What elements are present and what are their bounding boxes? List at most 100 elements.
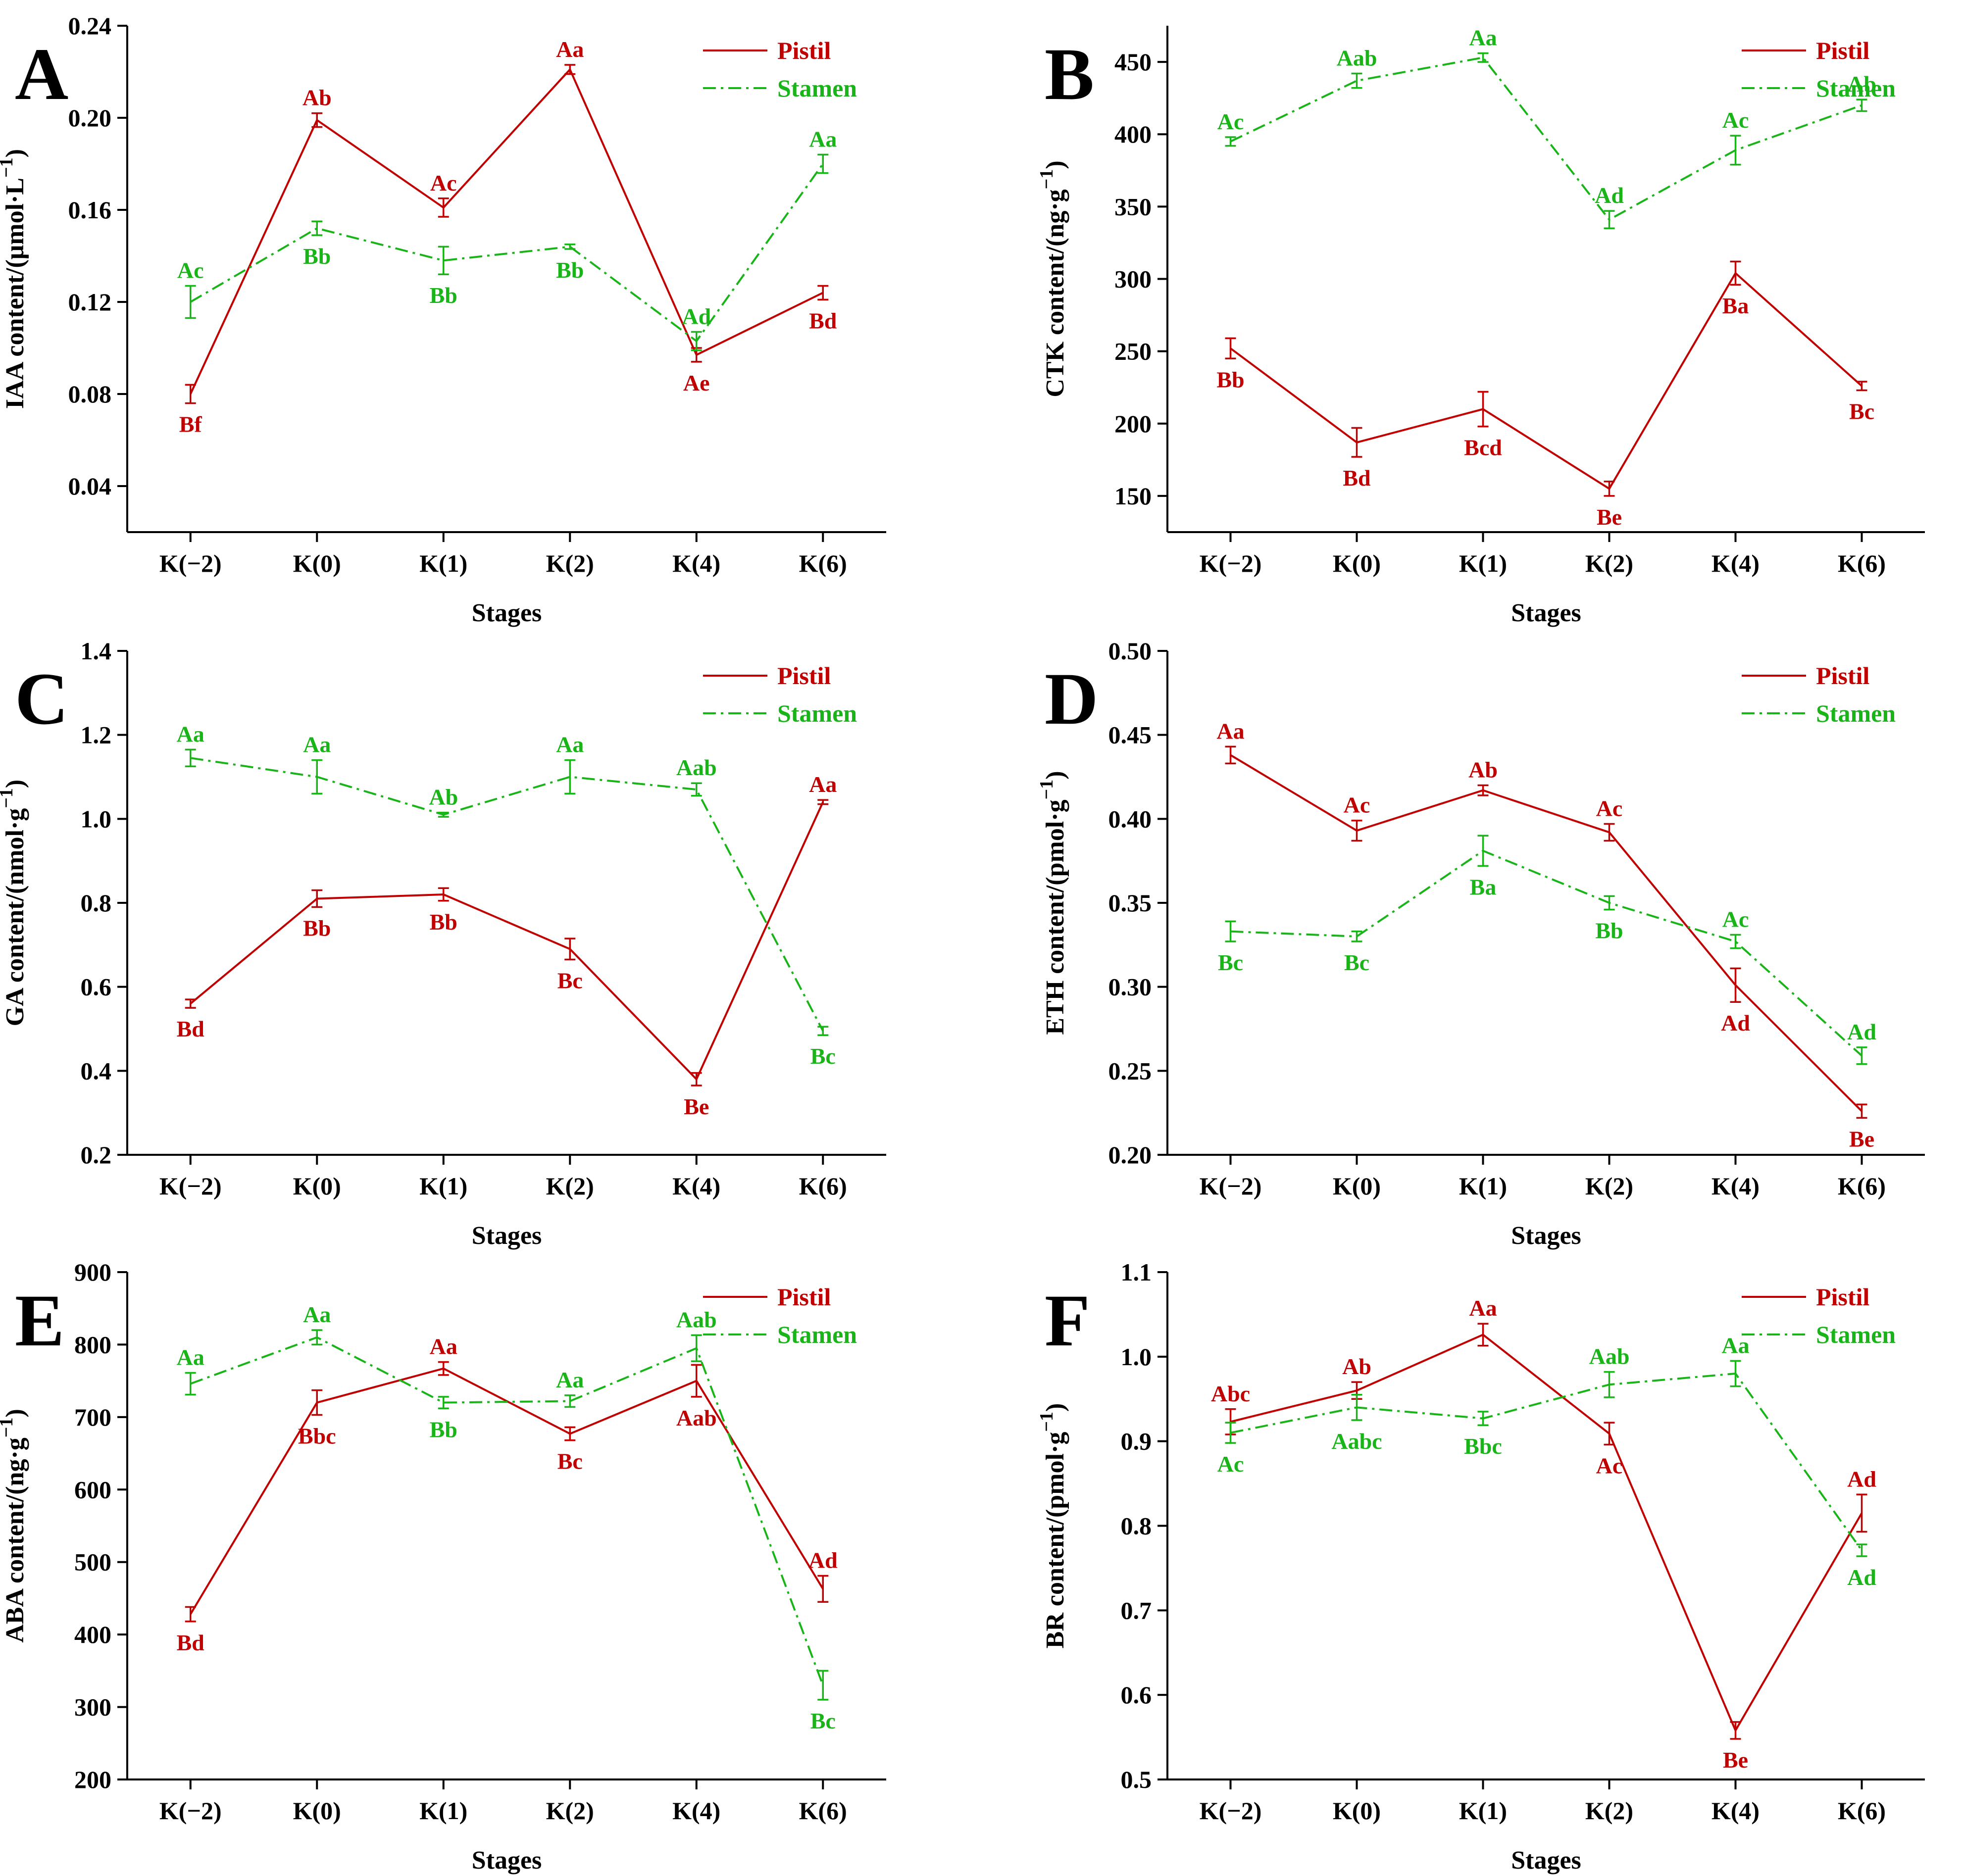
y-tick-label: 0.9	[1121, 1428, 1152, 1455]
stamen-data-label: Bb	[430, 283, 457, 308]
y-tick-label: 150	[1114, 482, 1152, 510]
chart-panel-d: D 0.20 0.25 0.30 0.35 0.40 0.45 0.50 K(−2) K(0) K(…	[1036, 637, 1925, 1250]
x-tick-label: K(−2)	[1200, 1797, 1262, 1825]
x-tick-label: K(0)	[293, 549, 341, 577]
x-tick-label: K(−2)	[1200, 549, 1262, 577]
stamen-data-label: Bbc	[1464, 1433, 1502, 1459]
panel-letter: E	[15, 1280, 64, 1362]
x-tick-label: K(6)	[799, 549, 847, 577]
legend-pistil-label: Pistil	[777, 1283, 831, 1311]
panel-letter: D	[1045, 658, 1098, 740]
pistil-series-line	[189, 67, 824, 395]
stamen-data-label: Aab	[1337, 45, 1377, 70]
pistil-data-label: Bbc	[298, 1423, 336, 1448]
y-tick-label: 0.45	[1108, 721, 1152, 749]
y-tick-label: 1.0	[1121, 1343, 1152, 1371]
x-tick-label: K(0)	[1333, 1797, 1381, 1825]
x-tick-label: K(2)	[546, 549, 594, 577]
stamen-data-label: Aa	[177, 721, 204, 746]
pistil-data-label: Be	[684, 1094, 709, 1119]
pistil-series-line	[190, 1367, 824, 1615]
stamen-data-label: Bb	[1595, 918, 1623, 943]
x-tick-label: K(6)	[1838, 1797, 1886, 1825]
stamen-data-label: Aa	[303, 732, 331, 757]
pistil-data-label: Aa	[1216, 718, 1244, 743]
x-tick-label: K(2)	[1585, 1797, 1633, 1825]
y-tick-label: 0.04	[68, 472, 112, 500]
x-tick-label: K(4)	[672, 1797, 720, 1825]
pistil-data-label: Be	[1849, 1126, 1874, 1151]
legend-stamen-label: Stamen	[777, 1321, 857, 1348]
x-tick-label: K(4)	[672, 549, 720, 577]
y-axis-title: ABA content/(ng·g−1)	[0, 1409, 29, 1643]
y-tick-label: 450	[1114, 48, 1152, 76]
pistil-data-label: Bc	[557, 968, 583, 993]
chart-panel-e: E 200 300 400 500 600 700 800 900 K(−2) K(0) K(1) K(…	[0, 1258, 886, 1875]
legend-pistil-label: Pistil	[1816, 37, 1869, 64]
pistil-data-label: Bf	[179, 412, 202, 437]
pistil-data-label: Ad	[1721, 1010, 1750, 1036]
pistil-data-label: Ac	[1344, 792, 1370, 818]
stamen-data-label: Ab	[1847, 71, 1876, 97]
y-tick-label: 800	[74, 1331, 111, 1358]
legend-stamen-label: Stamen	[777, 699, 857, 727]
stamen-data-label: Ac	[1722, 107, 1749, 133]
x-axis-title: Stages	[1511, 1846, 1581, 1875]
y-axis-title: IAA content/(μmol·L−1)	[0, 149, 29, 409]
stamen-data-label: Bb	[303, 244, 331, 269]
x-tick-label: K(4)	[1711, 1797, 1760, 1825]
stamen-data-label: Bc	[1218, 950, 1243, 975]
chart-panel-c: C 0.2 0.4 0.6 0.8 1.0 1.2 1.4 K(−2) K(0) K(1) K(2) K…	[0, 637, 886, 1250]
stamen-data-label: Aabc	[1331, 1429, 1382, 1454]
panel-letter: A	[15, 33, 68, 115]
legend-stamen-label: Stamen	[1816, 74, 1896, 102]
pistil-series-line	[1230, 1333, 1863, 1733]
legend-pistil-label: Pistil	[777, 37, 831, 64]
legend-stamen-label: Stamen	[1816, 699, 1896, 727]
stamen-data-label: Bb	[430, 1417, 457, 1442]
stamen-data-label: Ad	[1847, 1565, 1876, 1590]
y-tick-label: 0.6	[1121, 1681, 1152, 1709]
y-tick-label: 0.20	[1108, 1141, 1152, 1169]
stamen-data-label: Ab	[429, 785, 458, 810]
pistil-data-label: Ac	[1596, 796, 1623, 821]
legend-stamen-label: Stamen	[777, 74, 857, 102]
panel-letter: C	[15, 658, 68, 740]
pistil-data-label: Ba	[1722, 293, 1749, 318]
stamen-series-line	[190, 163, 824, 343]
x-tick-label: K(2)	[1585, 549, 1633, 577]
y-tick-label: 0.08	[68, 380, 112, 408]
pistil-data-label: Ad	[1847, 1466, 1876, 1491]
x-tick-label: K(−2)	[159, 1172, 222, 1200]
stamen-data-label: Bc	[810, 1043, 836, 1069]
y-tick-label: 200	[1114, 410, 1152, 438]
x-tick-label: K(0)	[1333, 549, 1381, 577]
y-tick-label: 0.8	[1121, 1512, 1152, 1540]
chart-panel-a: A 0.04 0.08 0.12 0.16 0.20 0.24 K(−2) K(0) K(1) K(…	[0, 12, 886, 627]
y-axis-title: BR content/(pmol·g−1)	[1036, 1403, 1069, 1649]
pistil-data-label: Ab	[1342, 1354, 1371, 1379]
y-tick-label: 0.7	[1121, 1596, 1152, 1624]
pistil-data-label: Bc	[557, 1449, 583, 1474]
legend-pistil-label: Pistil	[1816, 662, 1869, 690]
y-tick-label: 0.25	[1108, 1057, 1152, 1085]
pistil-data-label: Bc	[1849, 399, 1874, 424]
x-tick-label: K(2)	[546, 1797, 594, 1825]
x-tick-label: K(1)	[1459, 549, 1507, 577]
y-tick-label: 1.1	[1121, 1258, 1152, 1286]
y-tick-label: 0.12	[68, 288, 112, 316]
pistil-data-label: Bd	[1343, 465, 1371, 491]
y-tick-label: 0.2	[81, 1141, 112, 1169]
legend-pistil-label: Pistil	[1816, 1283, 1869, 1311]
x-axis-title: Stages	[472, 599, 542, 627]
x-tick-label: K(0)	[293, 1797, 341, 1825]
stamen-data-label: Aab	[1589, 1344, 1630, 1369]
x-tick-label: K(−2)	[159, 1797, 222, 1825]
y-tick-label: 600	[74, 1476, 111, 1503]
stamen-data-label: Aab	[676, 755, 717, 780]
x-tick-label: K(6)	[1838, 1172, 1886, 1200]
stamen-data-label: Aa	[556, 732, 584, 757]
stamen-data-label: Ba	[1470, 874, 1497, 899]
pistil-data-label: Bd	[177, 1630, 205, 1655]
